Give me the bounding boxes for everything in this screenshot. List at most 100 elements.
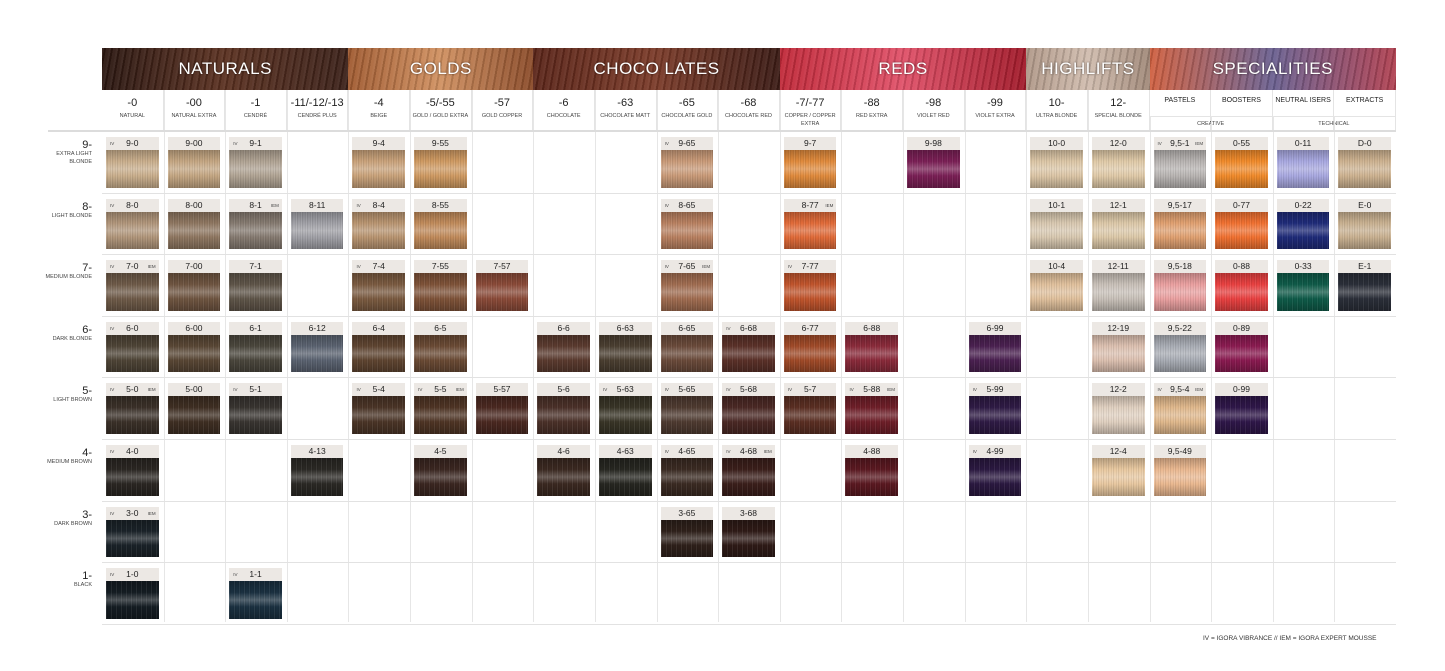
- color-swatch-card[interactable]: 6-4: [352, 321, 406, 373]
- color-swatch-card[interactable]: 0-11: [1276, 137, 1330, 188]
- color-swatch-card[interactable]: 1-1 IV: [229, 568, 282, 619]
- color-swatch-card[interactable]: 0-88: [1215, 260, 1268, 311]
- color-swatch-card[interactable]: 4-99 IV: [968, 445, 1022, 496]
- color-swatch-card[interactable]: 10-4: [1030, 260, 1083, 311]
- color-swatch-card[interactable]: 5-65 IV: [660, 383, 714, 434]
- color-swatch-card[interactable]: 7-00: [167, 260, 221, 311]
- color-swatch-card[interactable]: 9-1 IV: [229, 137, 282, 188]
- color-swatch-card[interactable]: 6-5: [414, 321, 467, 373]
- color-swatch-card[interactable]: 9-0 IV: [106, 137, 159, 188]
- color-swatch-card[interactable]: 6-68 IV: [722, 321, 775, 373]
- color-swatch-card[interactable]: 7-1: [229, 260, 282, 311]
- color-swatch-card[interactable]: 7-4 IV: [352, 260, 406, 311]
- color-swatch-card[interactable]: 7-65 IV IEM: [660, 260, 714, 311]
- color-swatch-card[interactable]: 8-1 IEM: [229, 198, 282, 250]
- color-swatch-card[interactable]: 6-1: [229, 321, 282, 373]
- color-swatch-card[interactable]: 12-11: [1091, 260, 1145, 311]
- color-swatch-card[interactable]: 0-99: [1215, 383, 1268, 434]
- color-swatch-card[interactable]: 6-65: [660, 321, 714, 373]
- shade-code: 3-0: [126, 507, 139, 518]
- color-swatch-card[interactable]: 6-0 IV: [106, 321, 159, 373]
- igora-vibrance-marker: IV: [110, 449, 115, 454]
- color-swatch-card[interactable]: 7-55: [414, 260, 467, 311]
- color-swatch-card[interactable]: 4-13: [290, 445, 344, 496]
- color-swatch-card[interactable]: 8-0 IV: [106, 198, 159, 250]
- color-swatch-card[interactable]: 9-4: [352, 137, 406, 188]
- color-swatch-card[interactable]: 8-65 IV: [660, 198, 714, 250]
- shade-label: 9-55: [414, 137, 467, 150]
- color-swatch-card[interactable]: 9,5-49: [1153, 445, 1207, 496]
- color-swatch-card[interactable]: 7-0 IV IEM: [106, 260, 159, 311]
- color-swatch-card[interactable]: 8-77 IEM: [783, 198, 837, 250]
- color-swatch-card[interactable]: 9-65 IV: [660, 137, 714, 188]
- color-swatch-card[interactable]: 5-1 IV: [229, 383, 282, 434]
- color-swatch-card[interactable]: 0-77: [1215, 198, 1268, 250]
- color-swatch-card[interactable]: 3-0 IV IEM: [106, 506, 159, 558]
- color-swatch-card[interactable]: 5-0 IV IEM: [106, 383, 159, 434]
- color-swatch-card[interactable]: 5-99 IV: [968, 383, 1022, 434]
- color-swatch-card[interactable]: 9,5-22: [1153, 321, 1207, 373]
- color-swatch-card[interactable]: E-1: [1338, 260, 1391, 311]
- row-description: DARK BLONDE: [52, 335, 92, 342]
- color-swatch-card[interactable]: 0-89: [1215, 321, 1268, 373]
- color-swatch-card[interactable]: 0-33: [1276, 260, 1330, 311]
- color-swatch-card[interactable]: 6-99: [968, 321, 1022, 373]
- color-swatch-card[interactable]: 5-68 IV: [722, 383, 775, 434]
- color-swatch-card[interactable]: 8-00: [167, 198, 221, 250]
- color-swatch-card[interactable]: 9,5-17: [1153, 198, 1207, 250]
- color-swatch-card[interactable]: 8-11: [290, 198, 344, 250]
- shade-code: 1-0: [126, 569, 139, 580]
- color-swatch-card[interactable]: 4-68 IV IEM: [722, 445, 775, 496]
- color-swatch-card[interactable]: 6-63: [598, 321, 652, 373]
- row-divider: [102, 501, 1396, 502]
- color-swatch-card[interactable]: 10-0: [1030, 137, 1083, 188]
- color-swatch-card[interactable]: 0-22: [1276, 198, 1330, 250]
- color-swatch-card[interactable]: 1-0 IV: [106, 568, 159, 619]
- color-swatch-card[interactable]: 5-63 IV: [598, 383, 652, 434]
- color-swatch-card[interactable]: 9-98: [907, 137, 960, 188]
- color-swatch-card[interactable]: 5-88 IV IEM: [845, 383, 899, 434]
- color-swatch-card[interactable]: 4-0 IV: [106, 445, 159, 496]
- color-swatch-card[interactable]: 10-1: [1030, 198, 1083, 250]
- color-swatch-card[interactable]: 12-4: [1091, 445, 1145, 496]
- color-swatch-card[interactable]: 9-00: [167, 137, 221, 188]
- color-swatch-card[interactable]: 7-77 IV: [783, 260, 837, 311]
- color-swatch-card[interactable]: 5-00: [167, 383, 221, 434]
- color-swatch-card[interactable]: 6-00: [167, 321, 221, 373]
- color-swatch-card[interactable]: 5-5 IV IEM: [414, 383, 467, 434]
- color-swatch-card[interactable]: 0-55: [1215, 137, 1268, 188]
- shade-code: 9,5-17: [1167, 199, 1192, 210]
- color-swatch-card[interactable]: 9,5-1 IV IEM: [1153, 137, 1207, 188]
- hair-swatch: [167, 211, 221, 250]
- color-swatch-card[interactable]: E-0: [1338, 198, 1391, 250]
- color-swatch-card[interactable]: 4-63: [598, 445, 652, 496]
- color-swatch-card[interactable]: 9,5-4 IV IEM: [1153, 383, 1207, 434]
- color-swatch-card[interactable]: 12-19: [1091, 321, 1145, 373]
- color-swatch-card[interactable]: 4-65 IV: [660, 445, 714, 496]
- color-swatch-card[interactable]: 12-2: [1091, 383, 1145, 434]
- color-swatch-card[interactable]: 5-4 IV: [352, 383, 406, 434]
- color-swatch-card[interactable]: D-0: [1338, 137, 1391, 188]
- color-swatch-card[interactable]: 5-57: [475, 383, 529, 434]
- color-swatch-card[interactable]: 5-6: [537, 383, 590, 434]
- shade-code: 0-33: [1294, 261, 1312, 272]
- color-swatch-card[interactable]: 3-65: [660, 506, 714, 558]
- color-swatch-card[interactable]: 6-88: [845, 321, 899, 373]
- color-swatch-card[interactable]: 6-77: [783, 321, 837, 373]
- color-swatch-card[interactable]: 5-7 IV: [783, 383, 837, 434]
- color-swatch-card[interactable]: 6-12: [290, 321, 344, 373]
- color-swatch-card[interactable]: 3-68: [722, 506, 775, 558]
- color-swatch-card[interactable]: 6-6: [537, 321, 590, 373]
- color-swatch-card[interactable]: 8-4 IV: [352, 198, 406, 250]
- color-swatch-card[interactable]: 9-7: [783, 137, 837, 188]
- color-swatch-card[interactable]: 12-0: [1091, 137, 1145, 188]
- color-swatch-card[interactable]: 12-1: [1091, 198, 1145, 250]
- shade-label: 1-1 IV: [229, 568, 282, 582]
- color-swatch-card[interactable]: 7-57: [475, 260, 529, 311]
- color-swatch-card[interactable]: 4-5: [414, 445, 467, 496]
- color-swatch-card[interactable]: 9-55: [414, 137, 467, 188]
- color-swatch-card[interactable]: 4-88: [845, 445, 899, 496]
- color-swatch-card[interactable]: 8-55: [414, 198, 467, 250]
- color-swatch-card[interactable]: 9,5-18: [1153, 260, 1207, 311]
- color-swatch-card[interactable]: 4-6: [537, 445, 590, 496]
